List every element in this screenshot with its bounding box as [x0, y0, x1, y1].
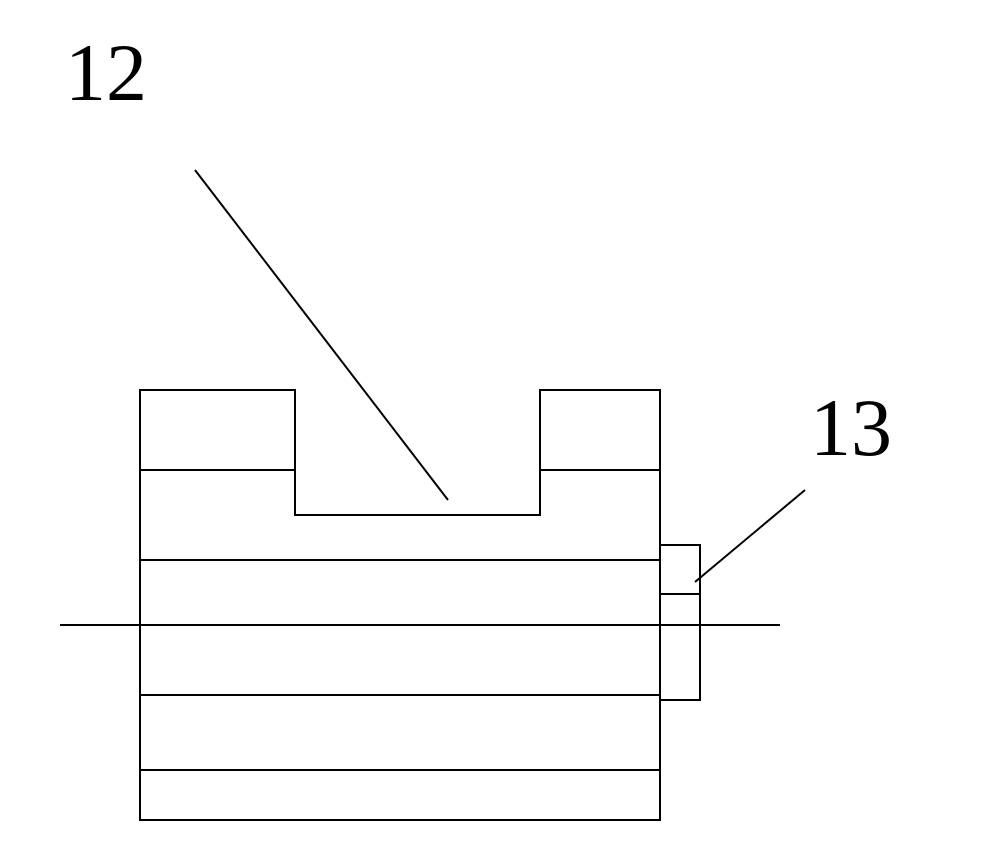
leader-12	[195, 170, 448, 500]
leader-13	[695, 490, 805, 582]
label-12: 12	[65, 27, 147, 118]
label-13: 13	[810, 382, 892, 473]
technical-drawing: 12 13	[0, 0, 1000, 850]
body-outline	[140, 390, 660, 820]
boss-outline	[660, 545, 700, 700]
